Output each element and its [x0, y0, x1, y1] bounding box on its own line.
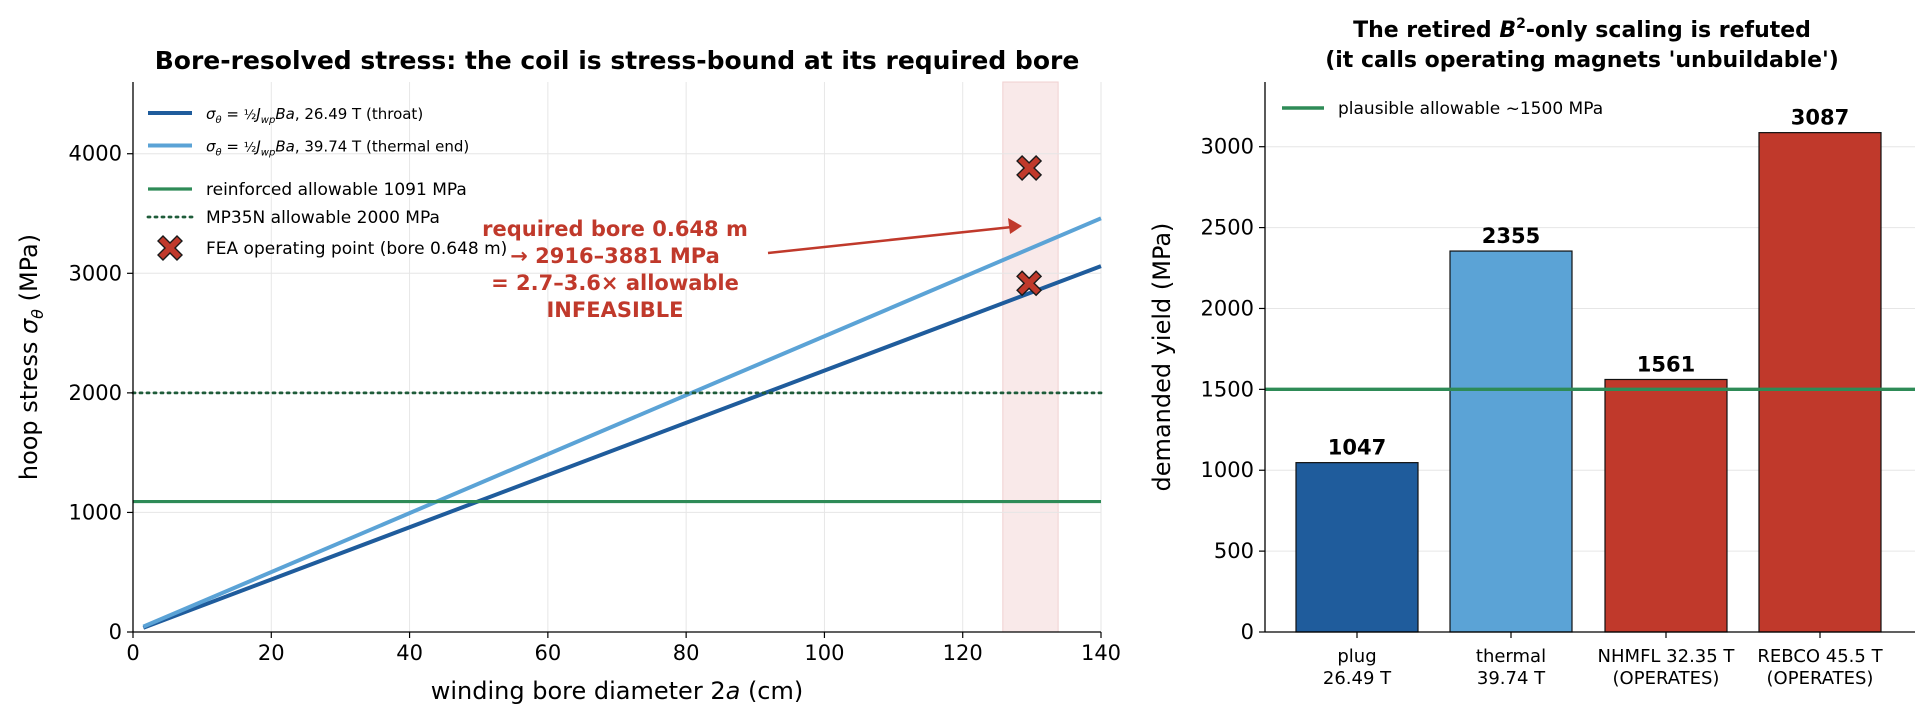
- x-tick-label: 40: [396, 641, 423, 665]
- legend-label-1: σθ = ½JwpBa, 39.74 T (thermal end): [206, 137, 469, 158]
- x-tick-label: (OPERATES): [1767, 668, 1874, 689]
- bar-value-label: 1047: [1328, 436, 1386, 460]
- annotation-arrow-head: [1008, 218, 1022, 234]
- x-tick-label: 100: [804, 641, 844, 665]
- x-tick-label: 120: [943, 641, 983, 665]
- left-chart: 0 20 40 60 80 100 120 140 0 1000 2000 3000 4000 Bore-…: [15, 46, 1121, 705]
- y-tick-label: 2000: [1201, 296, 1254, 320]
- legend-swatch-4: [157, 235, 183, 261]
- y-tick-label: 3000: [69, 261, 122, 285]
- x-tick-label: 60: [534, 641, 561, 665]
- y-tick-label: 2500: [1201, 216, 1254, 240]
- x-tick-label: 39.74 T: [1477, 668, 1546, 689]
- bar-value-label: 3087: [1791, 106, 1849, 130]
- x-tick-label: 20: [258, 641, 285, 665]
- y-tick-label: 1000: [69, 500, 122, 524]
- y-tick-label: 0: [1241, 620, 1254, 644]
- y-axis-label: demanded yield (MPa): [1148, 223, 1176, 492]
- y-tick-label: 4000: [69, 142, 122, 166]
- series-line-1: [142, 216, 1102, 629]
- annotation-line-2: = 2.7–3.6× allowable: [491, 271, 739, 295]
- fea-operating-point: [1016, 155, 1043, 181]
- chart-title-line-2: (it calls operating magnets 'unbuildable…: [1325, 48, 1839, 73]
- legend-label-2: reinforced allowable 1091 MPa: [206, 180, 467, 200]
- y-tick-label: 500: [1214, 539, 1254, 563]
- x-tick-label: (OPERATES): [1613, 668, 1720, 689]
- y-tick-label: 1500: [1201, 377, 1254, 401]
- chart-title-line-1: The retired B2-only scaling is refuted: [1353, 16, 1811, 43]
- annotation-line-1: → 2916–3881 MPa: [510, 244, 720, 268]
- legend-label-3: MP35N allowable 2000 MPa: [206, 208, 440, 228]
- annotation-arrow-shaft: [767, 225, 1013, 255]
- legend-label-0: σθ = ½JwpBa, 26.49 T (throat): [206, 105, 423, 126]
- legend-label-4: FEA operating point (bore 0.648 m): [206, 239, 507, 259]
- x-tick-label: REBCO 45.5 T: [1757, 646, 1883, 667]
- x-tick-label: 26.49 T: [1323, 668, 1392, 689]
- x-tick-label: 0: [126, 641, 139, 665]
- bar-1: [1449, 250, 1573, 633]
- x-tick-label: NHMFL 32.35 T: [1598, 646, 1736, 667]
- y-tick-label: 0: [109, 620, 122, 644]
- fea-operating-point: [1016, 270, 1043, 297]
- x-tick-label: 140: [1081, 641, 1121, 665]
- y-axis-label: hoop stress σθ (MPa): [15, 234, 47, 480]
- x-axis-label: winding bore diameter 2a (cm): [431, 677, 804, 705]
- bar-value-label: 2355: [1482, 224, 1540, 248]
- chart-title: Bore-resolved stress: the coil is stress…: [155, 46, 1080, 75]
- bar-value-label: 1561: [1637, 352, 1695, 376]
- bar-0: [1295, 462, 1419, 633]
- y-tick-label: 3000: [1201, 135, 1254, 159]
- annotation-line-0: required bore 0.648 m: [482, 217, 748, 241]
- x-tick-label: plug: [1337, 646, 1376, 667]
- y-tick-label: 2000: [69, 381, 122, 405]
- legend-label: plausible allowable ~1500 MPa: [1338, 99, 1603, 119]
- x-tick-label: thermal: [1476, 646, 1546, 667]
- annotation-line-3: INFEASIBLE: [546, 298, 683, 322]
- bar-3: [1758, 132, 1882, 633]
- bar-2: [1604, 378, 1728, 633]
- series-line-0: [142, 264, 1102, 630]
- x-tick-label: 80: [673, 641, 700, 665]
- y-tick-label: 1000: [1201, 458, 1254, 482]
